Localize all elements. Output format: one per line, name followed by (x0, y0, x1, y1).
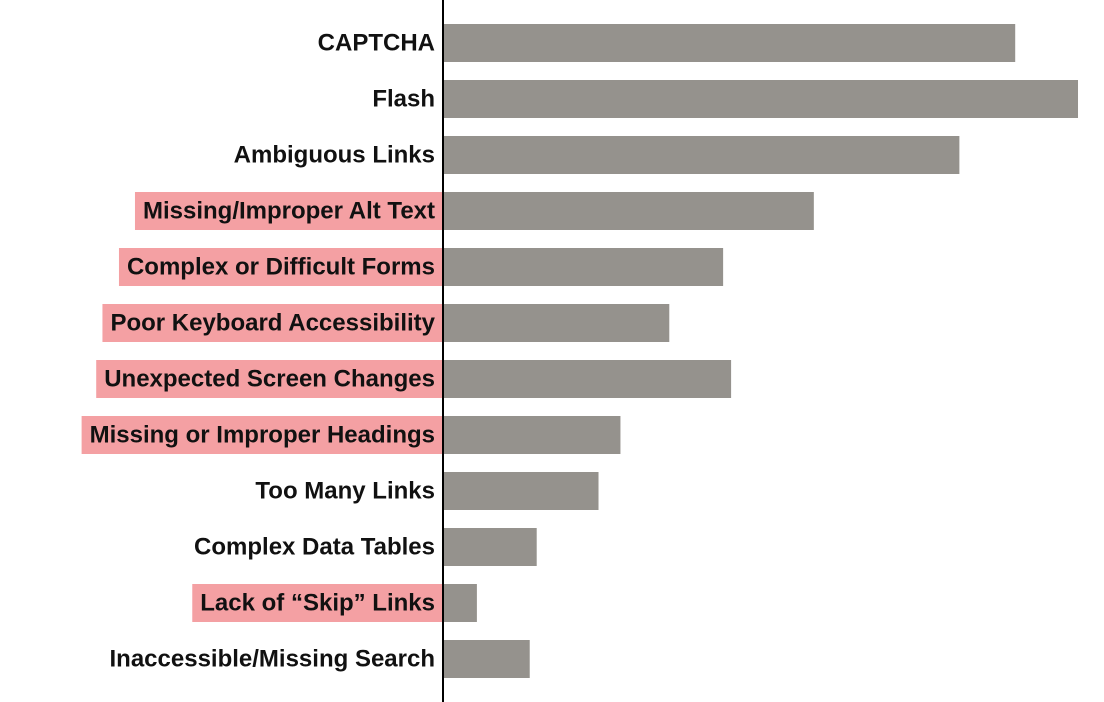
category-label-05: Complex or Difficult Forms (127, 253, 435, 280)
category-label-03: Ambiguous Links (234, 141, 435, 168)
label-highlight-11 (192, 584, 443, 622)
bar-07 (443, 360, 732, 398)
bar-06 (443, 304, 670, 342)
category-label-01: CAPTCHA (318, 29, 435, 56)
bar-11 (443, 584, 477, 622)
label-highlight-layer (81, 192, 443, 622)
category-label-02: Flash (372, 85, 435, 112)
label-highlight-05 (118, 248, 443, 286)
category-label-06: Poor Keyboard Accessibility (110, 309, 435, 336)
bar-04 (443, 192, 814, 230)
category-label-08: Missing or Improper Headings (90, 421, 435, 448)
category-label-11: Lack of “Skip” Links (200, 589, 435, 616)
bar-09 (443, 472, 599, 510)
label-highlight-04 (134, 192, 443, 230)
category-label-layer: CAPTCHA Flash Ambiguous Links Missing/Impro… (90, 29, 436, 672)
label-highlight-08 (81, 416, 443, 454)
label-highlight-06 (102, 304, 443, 342)
label-highlight-07 (96, 360, 443, 398)
bar-08 (443, 416, 621, 454)
category-label-09: Too Many Links (255, 477, 435, 504)
bar-02 (443, 80, 1079, 118)
bar-12 (443, 640, 530, 678)
bar-layer (443, 24, 1079, 678)
category-label-04: Missing/Improper Alt Text (143, 197, 435, 224)
category-label-12: Inaccessible/Missing Search (110, 645, 436, 672)
bar-10 (443, 528, 537, 566)
bar-05 (443, 248, 724, 286)
bar-01 (443, 24, 1016, 62)
category-label-07: Unexpected Screen Changes (104, 365, 435, 392)
category-label-10: Complex Data Tables (194, 533, 435, 560)
bar-03 (443, 136, 960, 174)
